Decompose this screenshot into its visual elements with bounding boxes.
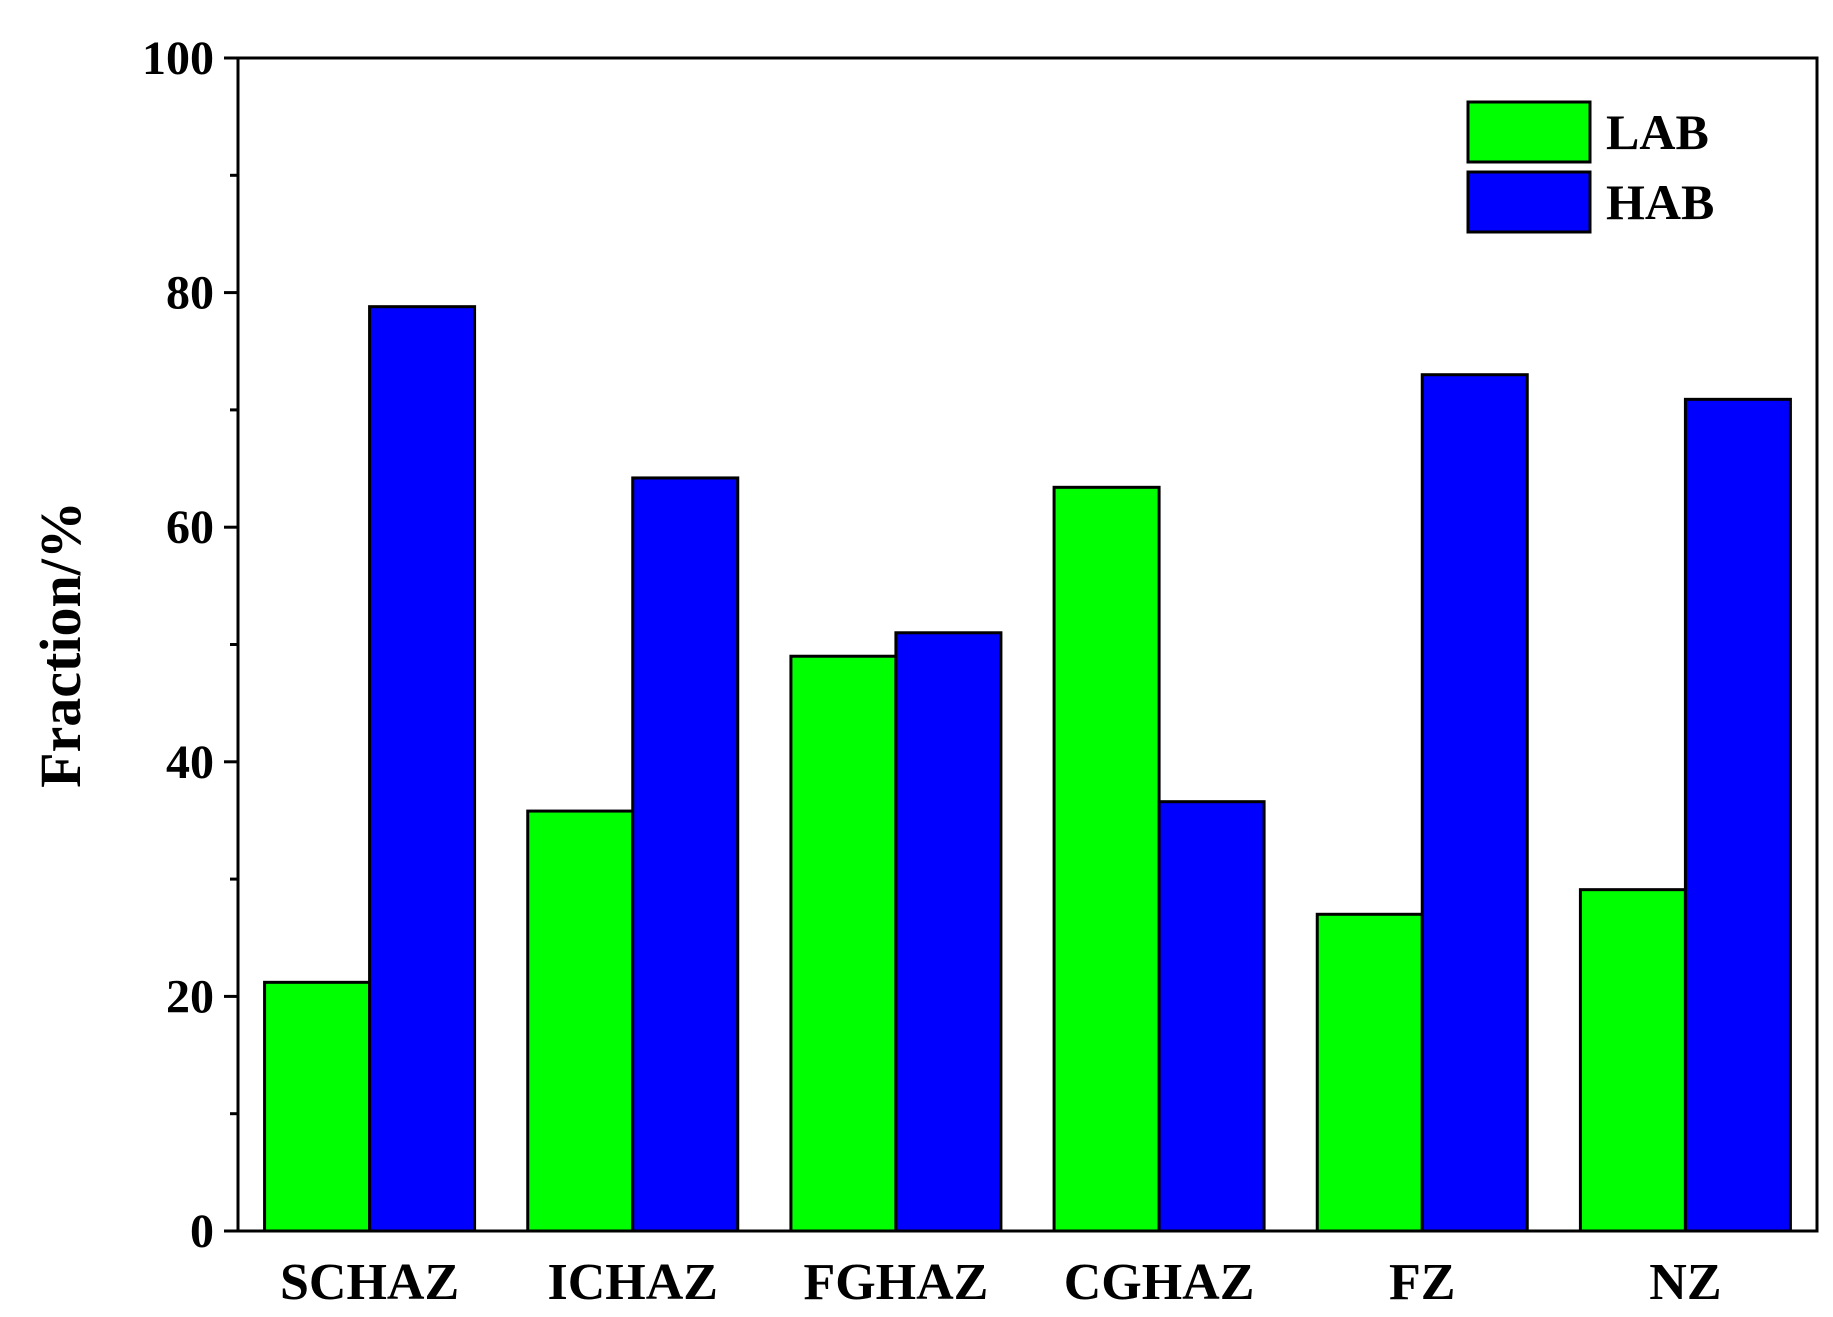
bar-lab-nz — [1578, 888, 1687, 1233]
x-tick-label-ichaz: ICHAZ — [548, 1254, 718, 1311]
legend-swatch-lab — [1466, 100, 1592, 164]
legend-label-lab: LAB — [1606, 104, 1709, 160]
legend-swatch-hab — [1466, 170, 1592, 234]
bar-lab-ichaz — [526, 809, 635, 1233]
bar-hab-ichaz — [631, 476, 740, 1233]
x-tick-label-fghaz: FGHAZ — [803, 1254, 988, 1311]
bar-lab-schaz — [263, 980, 372, 1233]
y-tick-label-80: 80 — [166, 267, 214, 320]
x-tick-label-schaz: SCHAZ — [280, 1254, 459, 1311]
x-tick-label-nz: NZ — [1649, 1254, 1721, 1311]
bar-lab-cghaz — [1052, 485, 1161, 1233]
y-tick-label-40: 40 — [166, 736, 214, 789]
x-tick-label-cghaz: CGHAZ — [1064, 1254, 1255, 1311]
y-tick-label-100: 100 — [142, 32, 214, 85]
legend-label-hab: HAB — [1606, 174, 1714, 230]
y-axis-title: Fraction/% — [28, 501, 93, 788]
bar-lab-fghaz — [789, 654, 898, 1233]
x-tick-label-fz: FZ — [1389, 1254, 1455, 1311]
bar-hab-fghaz — [894, 631, 1003, 1233]
bar-hab-schaz — [368, 305, 477, 1233]
bar-hab-cghaz — [1157, 800, 1266, 1233]
bars-layer — [263, 305, 1792, 1233]
y-tick-label-60: 60 — [166, 501, 214, 554]
bar-lab-fz — [1315, 912, 1424, 1233]
bar-hab-nz — [1683, 397, 1792, 1233]
y-tick-label-0: 0 — [190, 1205, 214, 1258]
x-axis-ticks: SCHAZ ICHAZ FGHAZ CGHAZ FZ NZ — [280, 1254, 1722, 1311]
y-axis-ticks: 0 20 40 60 80 100 — [142, 32, 238, 1258]
legend: LAB HAB — [1466, 100, 1714, 234]
bar-hab-fz — [1420, 373, 1529, 1233]
y-tick-label-20: 20 — [166, 970, 214, 1023]
